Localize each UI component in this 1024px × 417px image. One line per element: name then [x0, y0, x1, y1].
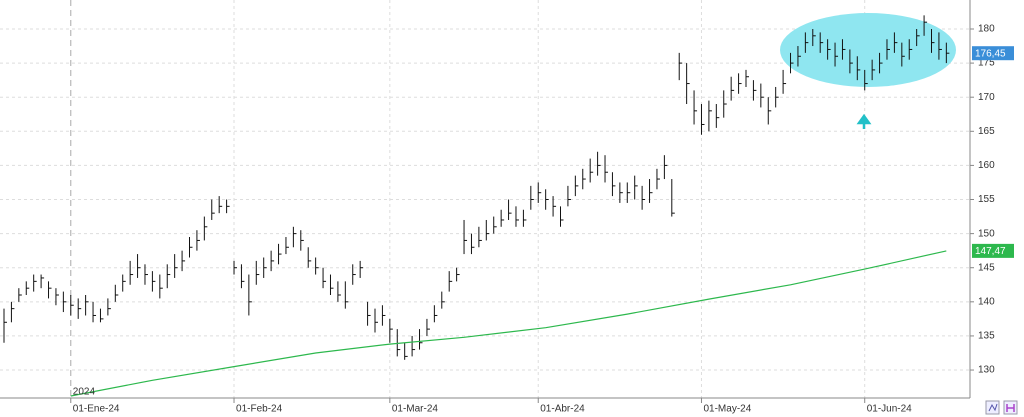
axes: 130 135 140 145 150 155 160 165 170 175 180 01-Ene-…: [70, 24, 1014, 415]
y-tick-label: 155: [978, 194, 995, 205]
moving-average: [70, 250, 947, 397]
icon-glyph: [988, 403, 998, 412]
annotation: 2024: [73, 387, 96, 398]
x-tick-label: 01-Feb-24: [236, 404, 283, 415]
price-tag: [972, 243, 1014, 258]
tool-icon[interactable]: [985, 400, 1000, 415]
y-tick-label: 175: [978, 58, 995, 69]
price-tag-label: 147,47: [975, 246, 1006, 257]
y-tick-label: 145: [978, 262, 995, 273]
x-tick-label: 01-Mar-24: [392, 404, 439, 415]
arrow: [856, 113, 872, 129]
price-tag: [972, 46, 1014, 61]
plot: [3, 15, 950, 397]
x-tick-label: 01-Jun-24: [867, 404, 912, 415]
y-tick-label: 140: [978, 296, 995, 307]
price-tag-label: 176,45: [975, 48, 1006, 59]
x-tick-label: 01-Abr-24: [540, 404, 585, 415]
y-tick-label: 165: [978, 126, 995, 137]
y-tick-label: 130: [978, 365, 995, 376]
x-tick-label: 01-Ene-24: [73, 404, 120, 415]
x-tick-label: 01-May-24: [703, 404, 751, 415]
y-tick-label: 135: [978, 331, 995, 342]
y-tick-label: 160: [978, 160, 995, 171]
y-tick-label: 170: [978, 92, 995, 103]
highlight-ellipse: [780, 13, 956, 87]
y-tick-label: 150: [978, 228, 995, 239]
icon-glyph: [1006, 404, 1015, 412]
y-tick-label: 180: [978, 24, 995, 35]
